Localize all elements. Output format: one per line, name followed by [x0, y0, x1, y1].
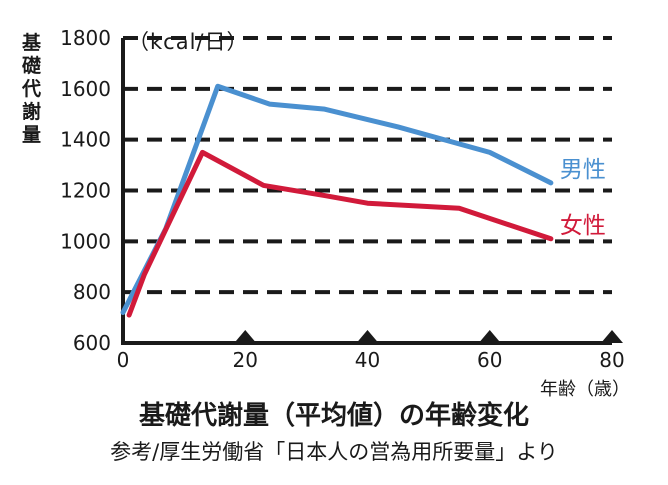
y-tick-label: 1600: [60, 77, 111, 101]
series-label: 女性: [560, 213, 606, 239]
series-line: [120, 83, 554, 315]
x-tick-label: 80: [599, 348, 624, 372]
x-axis-markers: [234, 330, 623, 343]
y-tick-label: 1000: [60, 229, 111, 253]
x-tick-labels: 0 20 40 60 80: [117, 348, 625, 372]
y-tick-label: 1200: [60, 179, 111, 203]
x-tick-marker: [356, 330, 379, 343]
y-tick-label: 1800: [60, 26, 111, 50]
x-tick-label: 40: [355, 348, 380, 372]
x-tick-label: 60: [477, 348, 502, 372]
y-unit-label: （kcal/日）: [128, 30, 249, 54]
y-tick-label: 800: [73, 280, 111, 304]
y-axis-label-char: 量: [22, 124, 42, 146]
gridlines: [123, 36, 612, 295]
x-tick-label: 20: [233, 348, 258, 372]
x-tick-marker: [234, 330, 257, 343]
series-group: [120, 83, 554, 318]
source-note: 参考/厚生労働省「日本人の営為用所要量」より: [110, 440, 558, 464]
chart-title: 基礎代謝量（平均値）の年齢変化: [138, 401, 529, 431]
y-tick-labels: 600 800 1000 1200 1400 1600 1800: [60, 26, 111, 355]
x-tick-marker: [478, 330, 501, 343]
y-axis-label-char: 基: [22, 32, 42, 54]
y-axis-label-char: 礎: [22, 55, 42, 77]
x-tick-marker: [601, 330, 623, 343]
series-label: 男性: [560, 157, 606, 183]
y-axis-label-char: 謝: [22, 101, 42, 123]
y-tick-label: 1400: [60, 128, 111, 152]
series-line: [126, 149, 554, 318]
x-axis-label: 年齢（歳）: [540, 379, 630, 400]
y-axis-label-char: 代: [22, 78, 42, 100]
y-tick-label: 600: [73, 331, 111, 355]
x-tick-label: 0: [117, 348, 130, 372]
